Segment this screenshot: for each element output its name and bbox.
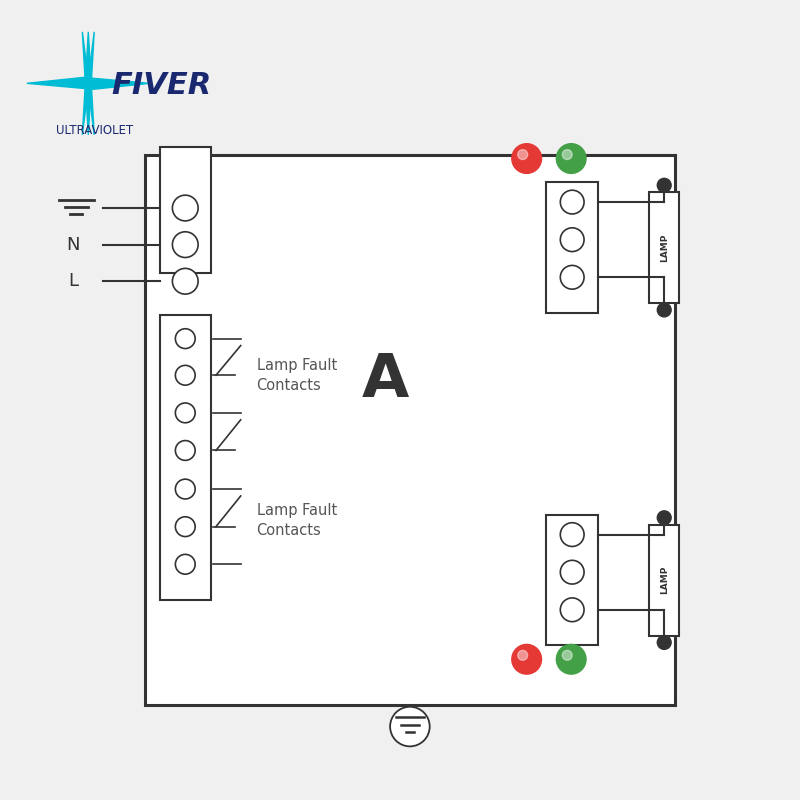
Bar — [159, 315, 211, 600]
Circle shape — [512, 144, 542, 174]
Text: Lamp Fault
Contacts: Lamp Fault Contacts — [257, 358, 337, 393]
Circle shape — [172, 195, 198, 221]
Bar — [546, 182, 598, 313]
Circle shape — [175, 517, 195, 537]
Text: N: N — [66, 236, 80, 254]
Circle shape — [175, 403, 195, 422]
Bar — [650, 192, 679, 303]
Circle shape — [390, 706, 430, 746]
Bar — [145, 154, 675, 705]
Bar — [546, 514, 598, 646]
Polygon shape — [82, 32, 94, 134]
Circle shape — [518, 650, 528, 660]
Circle shape — [560, 522, 584, 546]
Circle shape — [658, 635, 671, 650]
Circle shape — [560, 266, 584, 289]
Circle shape — [556, 144, 586, 174]
Circle shape — [175, 479, 195, 499]
Text: ULTRAVIOLET: ULTRAVIOLET — [56, 124, 133, 138]
Polygon shape — [82, 32, 94, 134]
Circle shape — [658, 511, 671, 525]
Circle shape — [172, 232, 198, 258]
Circle shape — [175, 329, 195, 349]
Circle shape — [560, 228, 584, 251]
Circle shape — [560, 598, 584, 622]
Circle shape — [175, 366, 195, 385]
Text: L: L — [69, 272, 78, 290]
Text: Lamp Fault
Contacts: Lamp Fault Contacts — [257, 503, 337, 538]
Circle shape — [658, 303, 671, 317]
Circle shape — [562, 150, 572, 159]
Circle shape — [560, 190, 584, 214]
Circle shape — [175, 554, 195, 574]
Circle shape — [172, 268, 198, 294]
Text: LAMP: LAMP — [660, 234, 669, 262]
Circle shape — [175, 441, 195, 460]
Circle shape — [658, 178, 671, 192]
Text: LAMP: LAMP — [660, 566, 669, 594]
Circle shape — [560, 560, 584, 584]
Text: FIVER: FIVER — [111, 71, 211, 100]
Bar — [650, 525, 679, 635]
Circle shape — [518, 150, 528, 159]
Circle shape — [562, 650, 572, 660]
Polygon shape — [27, 78, 150, 90]
Text: A: A — [362, 350, 409, 410]
Circle shape — [556, 645, 586, 674]
Circle shape — [512, 645, 542, 674]
Bar — [159, 146, 211, 274]
